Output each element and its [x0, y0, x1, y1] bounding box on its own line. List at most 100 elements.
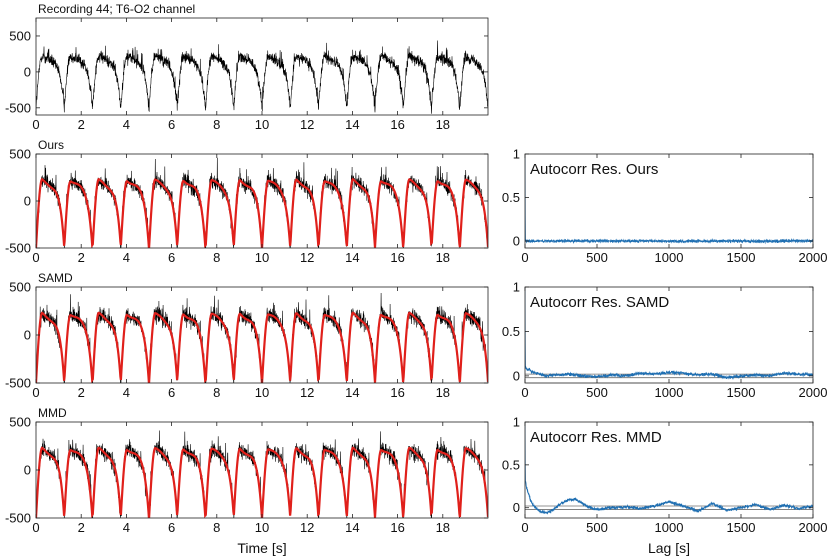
y-tick-label-ours-2: 500: [9, 147, 31, 162]
x-tick-label-mmd-9: 18: [436, 520, 450, 535]
y-tick-label-samd-2: 500: [9, 280, 31, 295]
plot-area-ac_samd: [525, 287, 813, 381]
x-tick-label-mmd-3: 6: [168, 520, 175, 535]
x-tick-label-mmd-5: 10: [255, 520, 269, 535]
chart-ac_samd: 0 500 1000 1500 2000 0 0.5 1 Autocorr Res. SAMD: [502, 280, 828, 401]
x-tick-label-ac_ours-1: 500: [586, 250, 608, 265]
series-fitted-waveform-ours: [36, 177, 488, 248]
x-tick-label-ours-8: 16: [390, 250, 404, 265]
x-tick-label-raw-7: 14: [345, 117, 359, 132]
x-tick-label-ac_samd-0: 0: [521, 385, 528, 400]
x-tick-label-ours-1: 2: [78, 250, 85, 265]
x-tick-label-raw-3: 6: [168, 117, 175, 132]
x-tick-label-samd-8: 16: [390, 385, 404, 400]
x-tick-label-raw-5: 10: [255, 117, 269, 132]
x-tick-label-ac_mmd-2: 1000: [655, 520, 684, 535]
x-tick-label-ours-4: 8: [213, 250, 220, 265]
x-tick-label-samd-6: 12: [300, 385, 314, 400]
plot-area-raw: [36, 40, 488, 114]
y-tick-label-ac_mmd-2: 1: [513, 415, 520, 430]
y-tick-label-samd-0: -500: [5, 376, 31, 391]
x-tick-label-ac_mmd-4: 2000: [799, 520, 828, 535]
y-tick-label-ac_samd-2: 1: [513, 280, 520, 295]
x-tick-label-mmd-1: 2: [78, 520, 85, 535]
x-tick-label-ac_mmd-1: 500: [586, 520, 608, 535]
y-tick-label-raw-0: -500: [5, 100, 31, 115]
x-tick-label-ac_mmd-0: 0: [521, 520, 528, 535]
y-tick-label-ac_samd-0: 0: [513, 368, 520, 383]
y-tick-label-raw-1: 0: [24, 64, 31, 79]
x-tick-label-raw-1: 2: [78, 117, 85, 132]
y-tick-label-raw-2: 500: [9, 28, 31, 43]
x-tick-label-samd-0: 0: [32, 385, 39, 400]
x-tick-label-ours-3: 6: [168, 250, 175, 265]
x-tick-label-ours-5: 10: [255, 250, 269, 265]
x-tick-label-mmd-8: 16: [390, 520, 404, 535]
x-tick-label-samd-9: 18: [436, 385, 450, 400]
y-tick-label-ours-1: 0: [24, 194, 31, 209]
y-tick-label-mmd-0: -500: [5, 511, 31, 526]
series-autocorrelation-ac_samd: [525, 287, 813, 381]
x-tick-label-ac_ours-4: 2000: [799, 250, 828, 265]
y-tick-label-ac_ours-2: 1: [513, 147, 520, 162]
chart-title-mmd: MMD: [38, 406, 67, 420]
x-tick-label-samd-3: 6: [168, 385, 175, 400]
x-tick-label-mmd-0: 0: [32, 520, 39, 535]
x-tick-label-ours-9: 18: [436, 250, 450, 265]
chart-title-samd: SAMD: [38, 271, 73, 285]
x-tick-label-samd-2: 4: [123, 385, 130, 400]
chart-title-ac_ours: Autocorr Res. Ours: [530, 161, 658, 178]
chart-ac_mmd: 0 500 1000 1500 2000 0 0.5 1 Autocorr Res. MMD La…: [502, 415, 828, 557]
x-tick-label-mmd-2: 4: [123, 520, 130, 535]
x-tick-label-ours-6: 12: [300, 250, 314, 265]
x-tick-label-samd-4: 8: [213, 385, 220, 400]
x-tick-label-ours-2: 4: [123, 250, 130, 265]
y-tick-label-mmd-1: 0: [24, 463, 31, 478]
y-tick-label-samd-1: 0: [24, 328, 31, 343]
y-tick-label-ac_mmd-1: 0.5: [502, 457, 520, 472]
x-axis-label-ac_mmd: Lag [s]: [648, 540, 690, 556]
plot-area-mmd: [36, 430, 488, 518]
x-tick-label-mmd-6: 12: [300, 520, 314, 535]
x-tick-label-samd-1: 2: [78, 385, 85, 400]
x-tick-label-raw-8: 16: [390, 117, 404, 132]
x-tick-label-mmd-7: 14: [345, 520, 359, 535]
y-tick-label-ac_ours-0: 0: [513, 234, 520, 249]
x-tick-label-ac_samd-2: 1000: [655, 385, 684, 400]
x-tick-label-samd-7: 14: [345, 385, 359, 400]
plot-area-ac_ours: [525, 154, 813, 245]
series-autocorrelation-ac_ours: [525, 154, 813, 245]
x-tick-label-raw-2: 4: [123, 117, 130, 132]
x-tick-label-samd-5: 10: [255, 385, 269, 400]
y-tick-label-ac_ours-1: 0.5: [502, 190, 520, 205]
x-tick-label-ac_ours-3: 1500: [727, 250, 756, 265]
axes-frame-raw: [35, 17, 489, 116]
x-axis-label-mmd: Time [s]: [237, 540, 286, 556]
plot-area-samd: [36, 292, 488, 383]
x-tick-label-ac_ours-0: 0: [521, 250, 528, 265]
chart-title-ours: Ours: [38, 138, 64, 152]
x-tick-label-raw-6: 12: [300, 117, 314, 132]
series-fitted-waveform-samd: [36, 311, 488, 383]
x-tick-label-raw-9: 18: [436, 117, 450, 132]
plot-area-ours: [36, 157, 488, 248]
y-tick-label-mmd-2: 500: [9, 415, 31, 430]
series-autocorrelation-ac_mmd: [525, 422, 813, 515]
series-fitted-waveform-mmd: [36, 446, 488, 518]
x-tick-label-ac_samd-4: 2000: [799, 385, 828, 400]
chart-title-ac_mmd: Autocorr Res. MMD: [530, 429, 662, 446]
x-tick-label-raw-0: 0: [32, 117, 39, 132]
chart-ac_ours: 0 500 1000 1500 2000 0 0.5 1 Autocorr Res. Ours: [502, 147, 828, 266]
x-tick-label-ours-0: 0: [32, 250, 39, 265]
y-tick-label-ours-0: -500: [5, 241, 31, 256]
x-tick-label-ac_ours-2: 1000: [655, 250, 684, 265]
plot-area-ac_mmd: [525, 422, 813, 515]
y-tick-label-ac_samd-1: 0.5: [502, 324, 520, 339]
x-tick-label-raw-4: 8: [213, 117, 220, 132]
x-tick-label-mmd-4: 8: [213, 520, 220, 535]
